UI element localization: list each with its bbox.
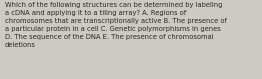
Text: Which of the following structures can be determined by labeling
a cDNA and apply: Which of the following structures can be… — [5, 2, 227, 48]
